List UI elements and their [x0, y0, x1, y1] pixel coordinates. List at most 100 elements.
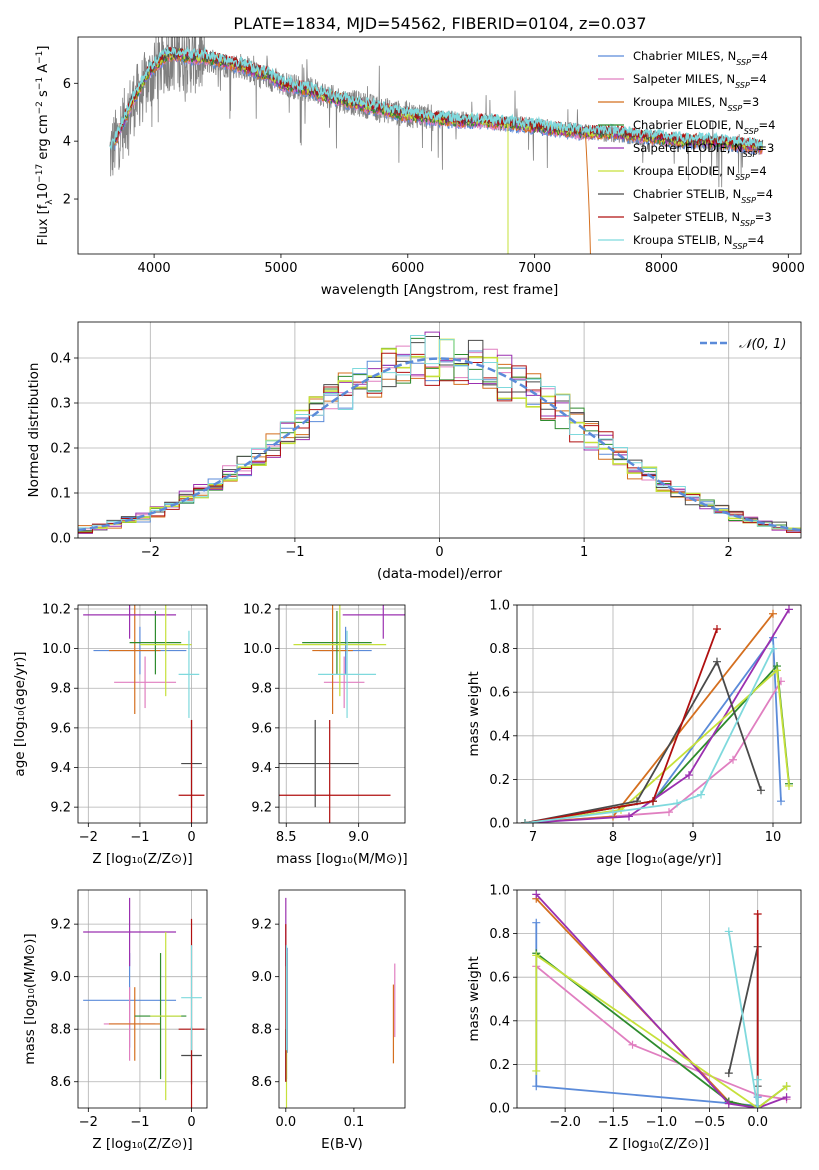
figure-title: PLATE=1834, MJD=54562, FIBERID=0104, z=0…	[233, 14, 646, 33]
weight-marker	[532, 890, 541, 899]
weight-marker	[673, 799, 681, 808]
axes-frame	[77, 604, 208, 824]
legend-label-sub: SSP	[735, 173, 750, 182]
x-tick-label: −2	[79, 1115, 98, 1130]
legend-label-tail: =4	[750, 164, 767, 178]
weight-line	[524, 668, 790, 823]
x-tick-label: −1	[130, 1115, 149, 1130]
x-tick-label: 9	[689, 830, 697, 845]
y-tick-label: 1.0	[489, 599, 510, 614]
legend-label-sub: SSP	[728, 104, 743, 113]
weight-marker	[773, 666, 781, 675]
y-tick-label: 9.2	[50, 918, 71, 933]
weight-marker	[782, 1082, 791, 1091]
weight-marker	[665, 808, 673, 817]
weight-marker	[724, 1099, 733, 1108]
y-axis-label-part: −17	[35, 164, 45, 183]
y-tick-label: 0.4	[489, 1014, 510, 1029]
y-tick-label: 0.3	[50, 397, 71, 412]
weight-line	[535, 893, 787, 1108]
weight-marker	[713, 657, 721, 666]
weight-line	[535, 953, 788, 1108]
y-tick-label: 1.0	[489, 884, 510, 899]
x-tick-label: −1	[285, 545, 304, 560]
y-tick-label: 9.0	[251, 970, 272, 985]
x-tick-label: 9.0	[348, 830, 369, 845]
legend-label: Salpeter STELIB, NSSP=3	[633, 210, 772, 228]
legend-label-sub: SSP	[743, 150, 758, 159]
y-tick-label: 9.4	[251, 761, 272, 776]
legend-label: 𝒩(0, 1)	[739, 337, 786, 352]
legend-label-text: Kroupa ELODIE, N	[633, 164, 735, 178]
x-tick-label: 0	[187, 1115, 195, 1130]
axes-age-vs-mass: 8.5 9.0 9.2 9.4 9.6 9.8 10.0 10.2 mass [log₁₀(M/…	[243, 602, 408, 867]
axes-spectrum: 4000 5000 6000 7000 8000 9000 2 4 6 wavelength [A…	[35, 36, 805, 298]
legend-label-sub: SSP	[735, 81, 750, 90]
x-tick-label: −1.5	[597, 1115, 629, 1130]
x-tick-label: 10	[765, 830, 782, 845]
y-tick-label: 6	[63, 77, 71, 92]
legend-label-tail: =4	[756, 187, 773, 201]
weight-marker	[777, 797, 785, 806]
y-axis-label-part: −1	[35, 51, 45, 64]
x-axis-label: (data-model)/error	[377, 566, 503, 582]
y-axis-label: mass weight	[466, 956, 482, 1041]
y-tick-label: 10.0	[243, 642, 272, 657]
weight-marker	[724, 1069, 733, 1078]
y-tick-label: 0.6	[489, 686, 510, 701]
axes-frame	[77, 36, 802, 255]
weight-marker	[757, 786, 765, 795]
y-axis-label: age [log₁₀(age/yr)]	[12, 651, 28, 776]
axes-mass-vs-EBV: 0.0 0.1 8.6 8.8 9.0 9.2 E(B-V)	[251, 889, 406, 1152]
y-tick-label: 0.0	[489, 1102, 510, 1117]
weight-marker	[753, 1104, 762, 1108]
y-tick-label: 9.4	[50, 761, 71, 776]
weight-marker	[628, 1040, 637, 1049]
y-tick-label: 9.6	[251, 721, 272, 736]
x-axis-label: Z [log₁₀(Z/Z⊙)]	[92, 851, 192, 867]
weight-line	[524, 635, 782, 823]
x-tick-label: 0	[187, 830, 195, 845]
legend-label-sub: SSP	[741, 196, 756, 205]
y-tick-label: 8.8	[251, 1023, 272, 1038]
legend-label-text: Kroupa STELIB, N	[633, 233, 733, 247]
weight-line	[524, 663, 790, 823]
plot-area	[83, 605, 205, 823]
weight-marker	[769, 644, 777, 653]
x-tick-label: −2.0	[549, 1115, 581, 1130]
model-spectrum	[109, 46, 763, 151]
x-tick-label: 5000	[264, 261, 297, 276]
axes-age-vs-Z: −2 −1 0 9.2 9.4 9.6 9.8 10.0 10.2 Z [log₁₀(Z/Z⊙)]…	[12, 602, 208, 867]
weight-marker	[782, 1093, 791, 1102]
y-axis-label-part: ]	[36, 46, 51, 51]
y-tick-label: 0.4	[489, 729, 510, 744]
x-axis-label: Z [log₁₀(Z/Z⊙)]	[92, 1136, 192, 1152]
axes-mass-vs-Z: −2 −1 0 8.6 8.8 9.0 9.2 Z [log₁₀(Z/Z⊙)] mass [lo…	[22, 889, 208, 1152]
legend-label: Chabrier STELIB, NSSP=4	[633, 187, 773, 205]
x-tick-label: −2	[79, 830, 98, 845]
weight-marker	[729, 755, 737, 764]
y-axis-label: mass [log₁₀(M/M⊙)]	[22, 933, 38, 1064]
gaussian-reference	[78, 357, 801, 532]
weight-marker	[713, 624, 721, 633]
weight-marker	[625, 812, 633, 821]
legend-label-text: Salpeter ELODIE, N	[633, 141, 743, 155]
x-tick-label: 8.5	[276, 830, 297, 845]
axes-massweight-vs-age: 7 8 9 10 0.0 0.2 0.4 0.6 0.8 1.0 age [log₁₀(age/yr…	[466, 599, 802, 867]
x-tick-label: 0	[435, 545, 443, 560]
weight-marker	[685, 771, 693, 780]
weight-marker	[609, 808, 617, 817]
legend-label-text: Chabrier STELIB, N	[633, 187, 741, 201]
legend-label-sub: SSP	[736, 58, 751, 67]
y-tick-label: 0.6	[489, 971, 510, 986]
y-tick-label: 0.2	[50, 442, 71, 457]
y-tick-label: 10.2	[42, 602, 71, 617]
weight-marker	[753, 909, 762, 918]
model-drop	[584, 132, 591, 254]
y-tick-label: 0.2	[489, 773, 510, 788]
axes-frame	[516, 604, 802, 824]
plot-area	[532, 890, 791, 1108]
weight-marker	[649, 797, 657, 806]
x-tick-label: 7	[529, 830, 537, 845]
